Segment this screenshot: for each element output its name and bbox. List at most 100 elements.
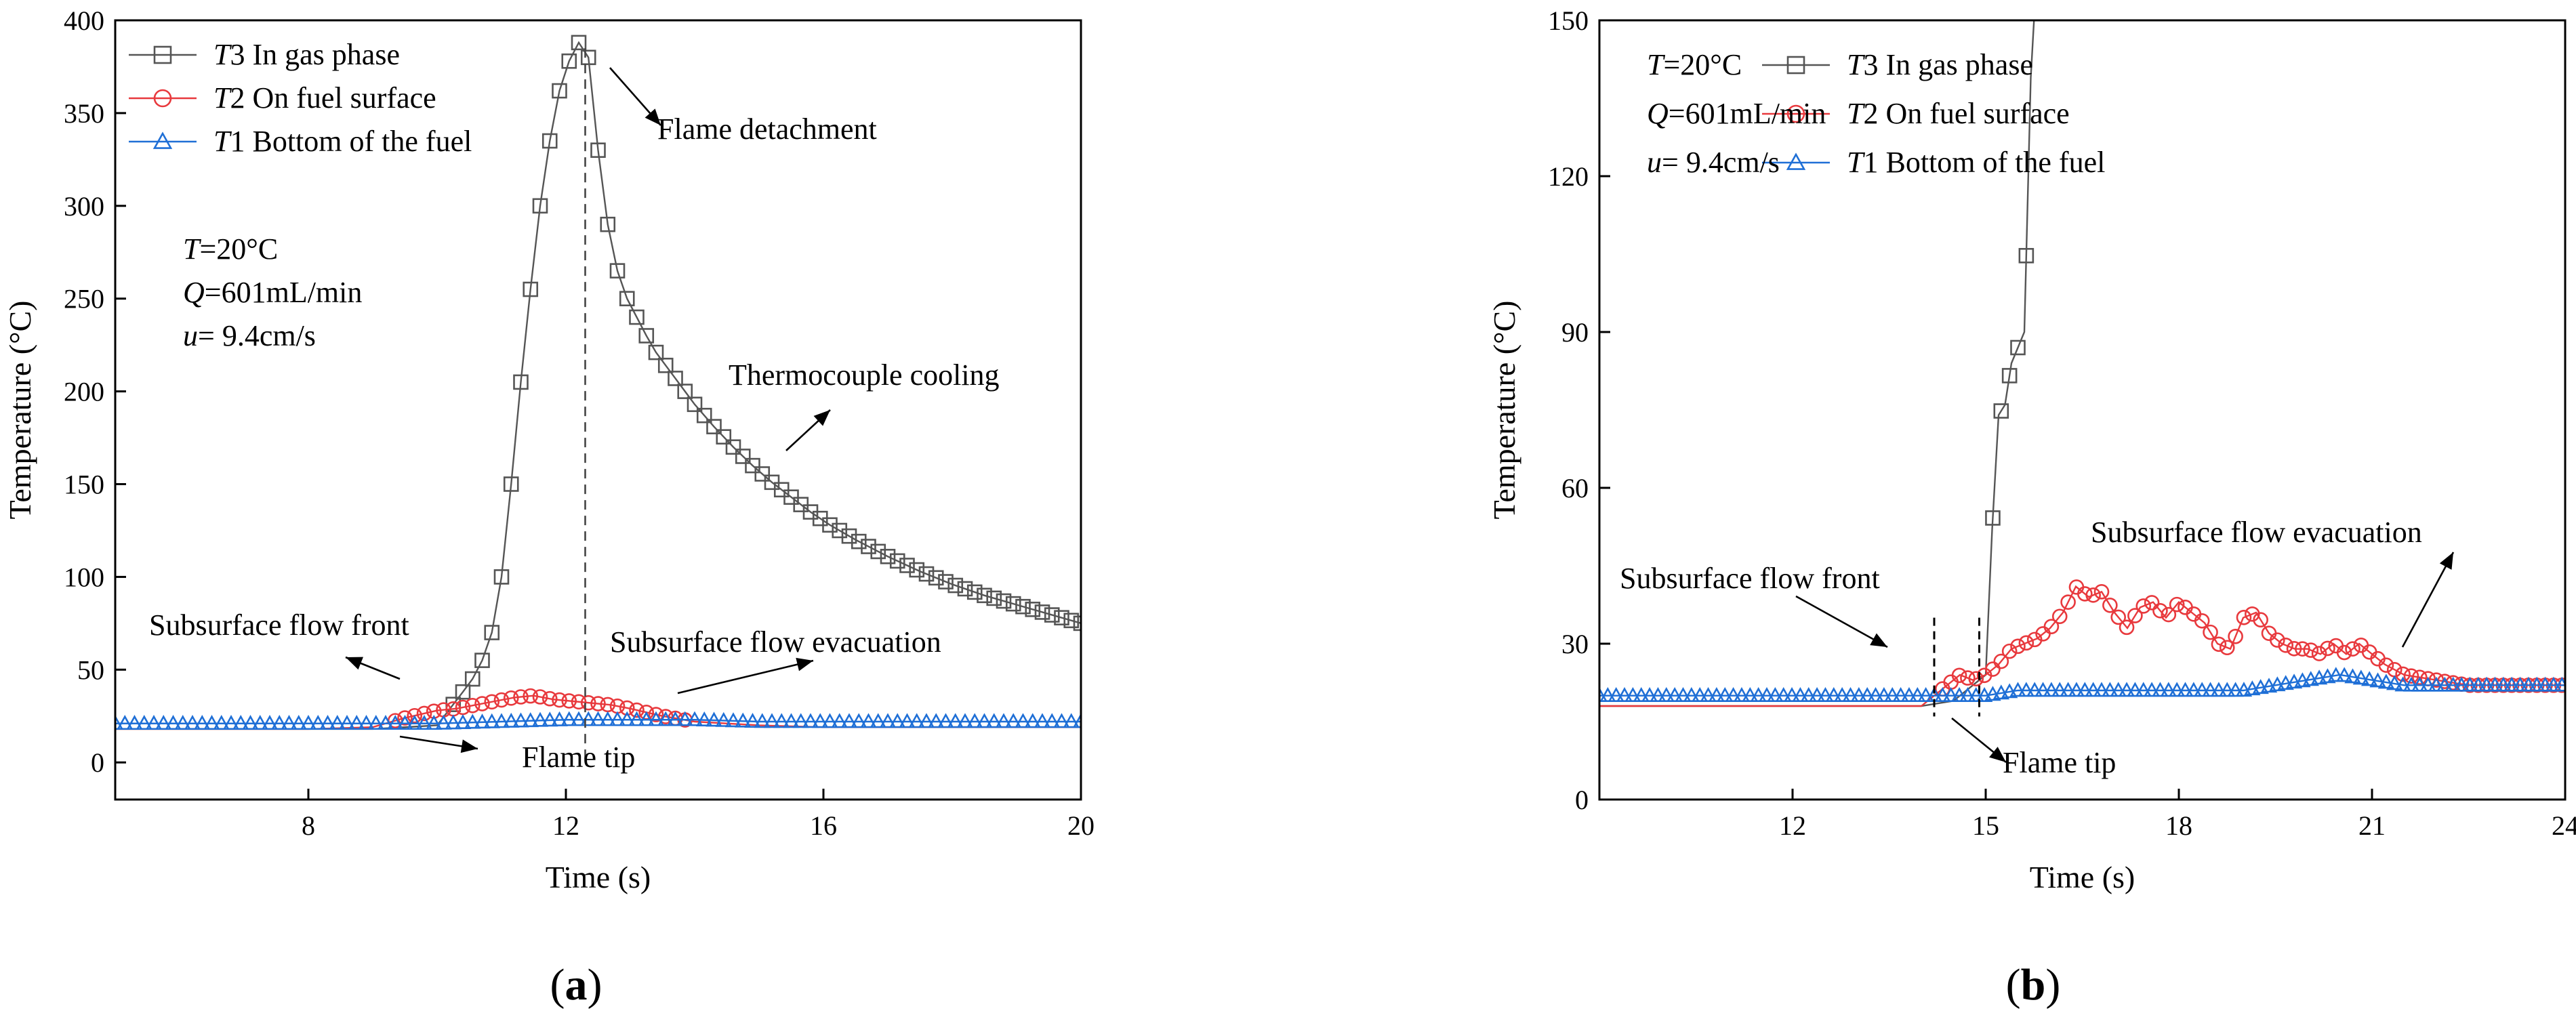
data-point [1073,615,1081,631]
data-point [571,35,587,51]
data-point [1900,686,1918,702]
data-point [2135,598,2152,614]
data-point [1750,686,1767,702]
data-point [957,581,973,597]
panel-label: (b) [2006,960,2061,1010]
x-tick-label: 15 [1972,810,1999,841]
data-point [2001,368,2018,384]
data-point [2026,682,2043,697]
data-point [426,715,443,730]
data-point [928,570,944,586]
legend-marker [1786,104,1805,123]
x-tick-label: 12 [1779,810,1806,841]
data-point [2436,676,2453,692]
data-point [474,652,490,668]
annotation-arrow-head [460,739,478,753]
data-point [1959,686,1976,702]
data-point [1072,713,1081,728]
data-point [2010,339,2026,356]
data-point [281,715,298,730]
y-tick-label: 300 [64,191,104,222]
data-point [629,702,645,718]
data-point [2369,672,2386,688]
legend-entry: T1 Bottom of the fuel [1847,146,2105,179]
x-tick-label: 18 [2165,810,2192,841]
data-point [2512,676,2529,692]
data-point [571,694,587,710]
data-point [909,562,925,578]
data-point [1968,671,1984,687]
legend: T3 In gas phase T2 On fuel surface T1 Bott… [129,38,472,158]
data-point [986,590,1002,606]
x-tick-label: 20 [1067,810,1095,841]
data-point [2453,676,2470,692]
data-point [2068,682,2085,697]
data-point [271,715,288,730]
plot-area [115,35,1081,730]
data-point [2185,682,2203,697]
data-point [1817,686,1834,702]
data-point [1892,686,1909,702]
data-point [1034,713,1051,728]
data-point [879,713,897,728]
data-point [2445,676,2461,692]
data-point [136,715,152,730]
data-point [609,263,626,278]
annotation: Flame tip [399,735,635,774]
y-tick-label: 60 [1561,473,1589,503]
data-point [1044,713,1061,728]
data-point [2236,609,2252,625]
data-point [213,715,230,730]
data-point [2378,657,2394,673]
data-point [725,439,741,455]
data-point [2503,676,2520,692]
data-point [1960,670,1976,686]
legend-entry: T2 On fuel surface [213,81,436,115]
data-point [513,374,529,390]
data-point [590,711,607,726]
annotation: Flame tip [1951,717,2116,779]
data-point [541,133,558,149]
data-point [541,690,558,707]
data-point [860,713,877,728]
data-point [2219,640,2235,656]
panel-label: (a) [550,960,602,1010]
plot-frame [1598,19,2567,801]
data-point [397,710,413,726]
data-point [1783,686,1801,702]
data-point [1758,686,1776,702]
data-point [2051,608,2068,625]
data-point [532,689,548,705]
data-point [2470,676,2487,692]
data-point [2144,595,2160,610]
data-point [1599,686,1616,702]
data-point [2161,606,2177,623]
data-point [2135,682,2152,697]
data-point [861,539,876,554]
data-point [619,291,635,307]
data-point [609,711,626,726]
x-tick-label: 12 [552,810,579,841]
data-point [687,396,703,413]
annotation-text: Flame detachment [657,112,877,146]
data-point [792,713,809,728]
data-point [2160,682,2178,697]
legend-marker [1786,56,1805,75]
data-point [1666,686,1683,702]
data-point [2202,682,2219,697]
data-point [416,705,432,722]
data-point [1024,713,1041,728]
conditions: T=20°C Q=601mL/min u= 9.4cm/s [1647,48,1826,179]
data-point [667,711,684,726]
data-point [2152,603,2168,619]
annotation-arrow-line [1795,595,1888,648]
data-point [2412,669,2428,685]
conditions: T=20°C Q=601mL/min u= 9.4cm/s [183,232,362,352]
y-tick-label: 150 [64,470,104,500]
data-point [1691,686,1709,702]
data-point [648,344,664,360]
data-point [2010,638,2026,655]
data-point [880,549,896,564]
data-point [261,715,279,730]
